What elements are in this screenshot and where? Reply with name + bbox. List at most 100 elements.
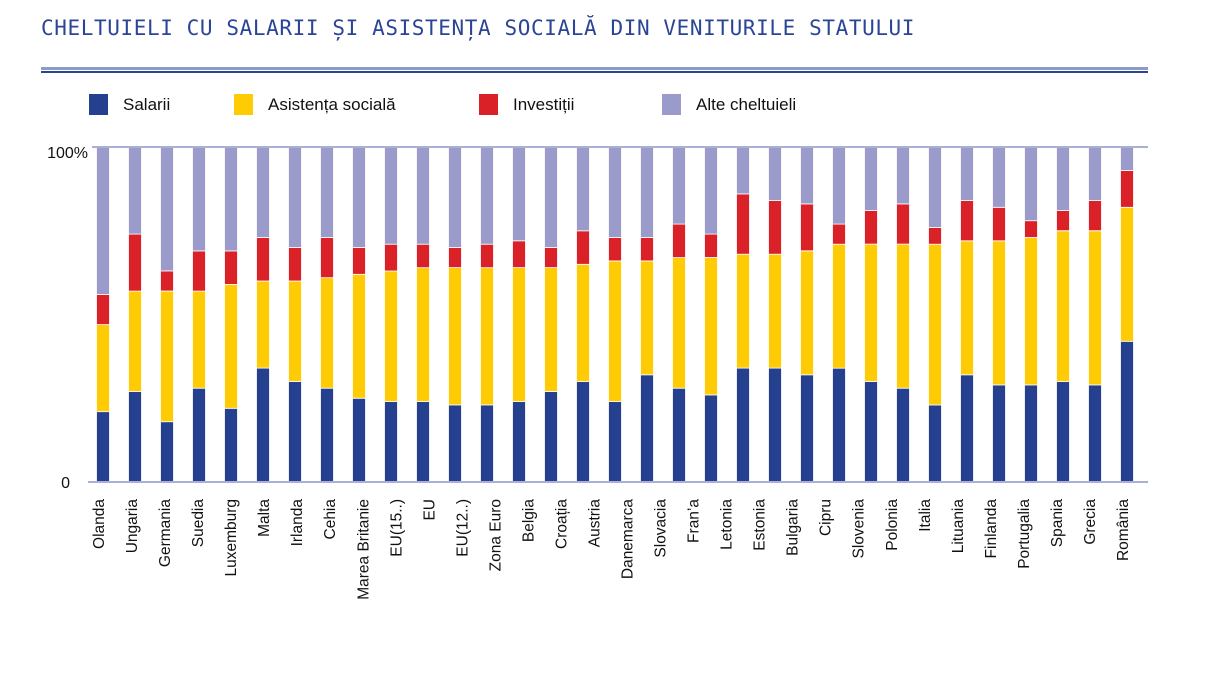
bar-segment-salarii [992, 384, 1006, 483]
bar-segment-alte [1088, 146, 1102, 201]
bar-segment-salarii [576, 381, 590, 483]
bar-segment-alte [480, 146, 494, 245]
bar-segment-asistenta [768, 253, 782, 369]
bar-stack [928, 146, 942, 483]
bar-segment-asistenta [928, 243, 942, 406]
bar-segment-investitii [352, 247, 366, 275]
bar-segment-alte [864, 146, 878, 211]
bar-segment-asistenta [608, 260, 622, 402]
bar-stack [704, 146, 718, 483]
bar-segment-asistenta [224, 283, 238, 409]
x-tick-label: Danemarca [620, 499, 637, 579]
bar-stack [1056, 146, 1070, 483]
bar-segment-asistenta [416, 267, 430, 403]
bar-segment-investitii [800, 203, 814, 252]
bar-segment-alte [832, 146, 846, 225]
bar-stack [96, 146, 110, 483]
bar-segment-salarii [384, 401, 398, 483]
bar-segment-asistenta [96, 324, 110, 413]
bar-segment-alte [448, 146, 462, 248]
bar-stack [832, 146, 846, 483]
bar-segment-investitii [96, 293, 110, 325]
x-tick-label: Austria [587, 499, 604, 548]
bar-segment-salarii [864, 381, 878, 483]
bar-stack [992, 146, 1006, 483]
bar-segment-alte [512, 146, 526, 242]
bar-stack [416, 146, 430, 483]
bar-segment-alte [896, 146, 910, 205]
bar-segment-alte [96, 146, 110, 295]
bar-segment-salarii [544, 391, 558, 483]
x-tick-label: Cipru [818, 499, 835, 536]
x-tick-label: Finlanda [983, 499, 1000, 559]
bar-segment-salarii [96, 411, 110, 483]
bar-segment-asistenta [704, 257, 718, 396]
x-tick-label: Lituania [950, 499, 967, 554]
bar-segment-investitii [416, 243, 430, 269]
bar-segment-salarii [512, 401, 526, 483]
bar-stack [224, 146, 238, 483]
bar-segment-alte [256, 146, 270, 238]
bar-segment-alte [960, 146, 974, 201]
bar-segment-asistenta [896, 243, 910, 389]
bar-segment-alte [1056, 146, 1070, 211]
bar-stack [640, 146, 654, 483]
bar-segment-salarii [800, 374, 814, 483]
bar-segment-asistenta [384, 270, 398, 402]
bar-segment-alte [192, 146, 206, 252]
bar-segment-asistenta [736, 253, 750, 369]
bar-segment-investitii [224, 250, 238, 285]
bar-segment-salarii [928, 404, 942, 483]
bar-segment-alte [640, 146, 654, 238]
bar-segment-salarii [1024, 384, 1038, 483]
bar-segment-asistenta [1120, 206, 1134, 342]
x-tick-label: Portugalia [1016, 499, 1033, 569]
bar-segment-investitii [960, 200, 974, 242]
bar-segment-alte [384, 146, 398, 245]
bar-segment-alte [736, 146, 750, 195]
x-tick-label: Slovenia [851, 499, 868, 559]
bar-segment-alte [768, 146, 782, 201]
x-tick-label: Marea Britanie [355, 499, 372, 600]
bar-stack [608, 146, 622, 483]
bar-segment-asistenta [480, 267, 494, 406]
bar-segment-investitii [480, 243, 494, 269]
bar-segment-asistenta [672, 257, 686, 389]
bar-segment-salarii [288, 381, 302, 483]
bar-segment-investitii [672, 223, 686, 259]
bar-stack [800, 146, 814, 483]
x-tick-label: Ungaria [124, 499, 141, 554]
x-tick-label: EU(15..) [388, 499, 405, 557]
bar-segment-salarii [1120, 340, 1134, 483]
bar-segment-salarii [480, 404, 494, 483]
bar-stack [288, 146, 302, 483]
bar-segment-investitii [608, 237, 622, 262]
legend-swatch-investitii [479, 94, 498, 115]
bar-segment-investitii [544, 247, 558, 269]
legend-item-investitii: Investiții [479, 94, 574, 115]
x-tick-label: Croația [554, 499, 571, 549]
legend-swatch-alte [662, 94, 681, 115]
bar-stack [736, 146, 750, 483]
bar-segment-investitii [832, 223, 846, 245]
x-tick-label: Zona Euro [487, 499, 504, 571]
bar-segment-salarii [608, 401, 622, 483]
bar-segment-salarii [320, 387, 334, 483]
bar-segment-asistenta [352, 273, 366, 399]
x-tick-label: Bulgaria [785, 499, 802, 556]
bar-segment-salarii [640, 374, 654, 483]
bar-segment-asistenta [640, 260, 654, 376]
bar-segment-asistenta [544, 267, 558, 392]
bar-stack [896, 146, 910, 483]
bar-stack [192, 146, 206, 483]
bar-segment-salarii [416, 401, 430, 483]
bar-segment-investitii [768, 200, 782, 255]
y-tick-label-100: 100% [47, 145, 88, 162]
legend-label-investitii: Investiții [513, 94, 575, 114]
bar-segment-alte [544, 146, 558, 248]
legend-label-salarii: Salarii [123, 94, 171, 114]
bar-segment-investitii [992, 206, 1006, 242]
bar-segment-alte [608, 146, 622, 238]
bar-segment-asistenta [448, 267, 462, 406]
